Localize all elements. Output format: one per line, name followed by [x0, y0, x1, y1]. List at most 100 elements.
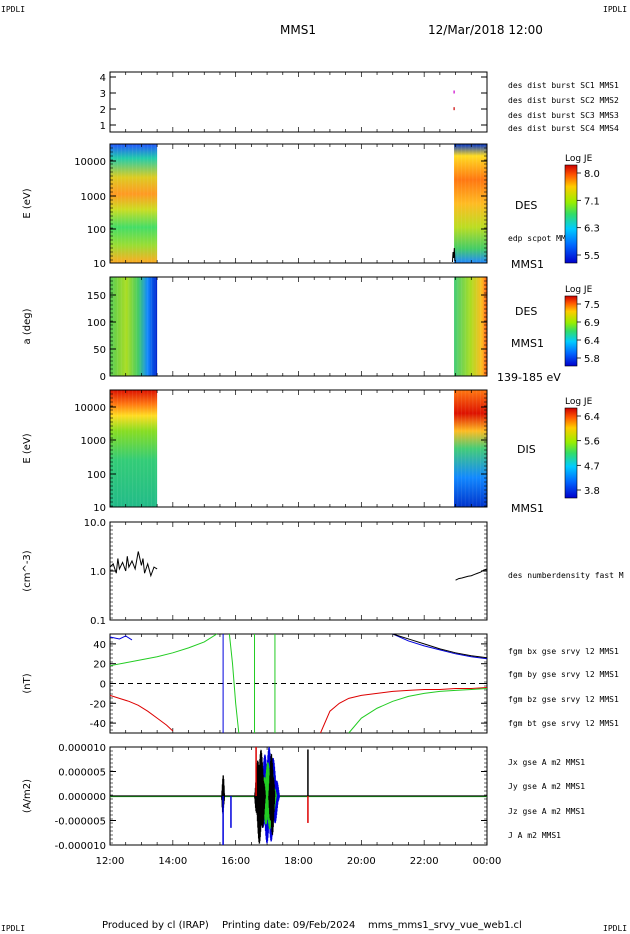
bfield-bz-series — [109, 635, 133, 641]
mission-title: MMS1 — [280, 23, 316, 37]
y-tick-label: 0 — [100, 372, 106, 383]
spectrogram-block — [454, 144, 487, 263]
y-tick-label: 10 — [93, 259, 106, 270]
panel-side-label: MMS1 — [511, 258, 544, 271]
y-tick-label: -20 — [90, 699, 106, 710]
legend-entry: J A m2 MMS1 — [508, 831, 561, 840]
panel-side-label: DIS — [517, 443, 536, 456]
current-burst — [268, 753, 276, 835]
y-tick-label: 100 — [87, 318, 106, 329]
burst-panel-frame — [109, 71, 488, 133]
footer-filename: mms_mms1_srvy_vue_web1.cl — [368, 920, 522, 931]
legend-entry: des numberdensity fast M — [508, 571, 624, 580]
colorbar — [564, 164, 578, 264]
y-tick-label: 4 — [100, 73, 106, 84]
y-tick-label: 150 — [87, 291, 106, 302]
colorbar-tick-label: 5.8 — [584, 354, 600, 365]
y-tick-label: 100 — [87, 470, 106, 481]
y-tick-label: 1000 — [81, 436, 106, 447]
y-tick-label: 10000 — [74, 157, 106, 168]
y-tick-label: 2 — [100, 105, 106, 116]
panel-side-label: 139-185 eV — [497, 371, 561, 384]
y-axis-label: (cm^-3) — [22, 550, 33, 591]
date-title: 12/Mar/2018 12:00 — [428, 23, 543, 37]
y-axis-label: E (eV) — [22, 433, 33, 463]
y-tick-label: 0 — [100, 680, 106, 691]
colorbar-tick-label: 5.5 — [584, 251, 600, 262]
corner-label-bottom-right: IPDLI — [603, 924, 627, 933]
y-tick-label: -0.000010 — [55, 841, 106, 852]
colorbar-tick-label: 4.7 — [584, 461, 600, 472]
colorbar-title: Log JE — [565, 285, 593, 295]
colorbar-title: Log JE — [565, 154, 593, 164]
spectrogram-block — [454, 277, 487, 376]
density-series — [109, 551, 158, 578]
bfield-bt-series — [392, 633, 488, 659]
time-tick-label: 18:00 — [284, 856, 313, 867]
y-tick-label: 1000 — [81, 192, 106, 203]
bfield-by-series — [109, 633, 218, 667]
colorbar-title: Log JE — [565, 397, 593, 407]
legend-entry: des dist burst SC2 MMS2 — [508, 96, 619, 105]
corner-label-top-left: IPDLI — [1, 5, 25, 14]
y-tick-label: 1 — [100, 121, 106, 132]
panel-side-label: DES — [515, 199, 537, 212]
bfield-bz-series — [392, 633, 488, 660]
legend-entry: des dist burst SC1 MMS1 — [508, 81, 619, 90]
legend-entry: Jx gse A m2 MMS1 — [508, 758, 585, 767]
time-tick-label: 00:00 — [473, 856, 502, 867]
colorbar-tick-label: 8.0 — [584, 169, 600, 180]
panel-side-label: DES — [515, 305, 537, 318]
legend-entry: fgm bz gse srvy l2 MMS1 — [508, 695, 619, 704]
colorbar-tick-label: 6.3 — [584, 224, 600, 235]
y-tick-label: 50 — [93, 345, 106, 356]
y-axis-label: a (deg) — [22, 308, 33, 344]
current-burst — [221, 775, 226, 814]
y-axis-label: (A/m2) — [22, 779, 33, 813]
legend-entry: Jy gse A m2 MMS1 — [508, 782, 585, 791]
time-axis: 12:00 14:00 16:00 18:00 20:00 22:00 00:00 — [96, 856, 502, 867]
corner-label-bottom-left: IPDLI — [1, 924, 25, 933]
y-axis-label: (nT) — [22, 673, 33, 693]
spectrogram-block — [110, 390, 158, 507]
time-tick-label: 20:00 — [347, 856, 376, 867]
panel-group: 4 3 2 1 des dist burst SC1 MMS1 des dist burs… — [22, 71, 624, 852]
colorbar — [564, 295, 578, 367]
y-tick-label: 40 — [93, 640, 106, 651]
bfield-bx-series — [320, 686, 488, 734]
panel-side-label: MMS1 — [511, 337, 544, 350]
panel-side-label: edp scpot MMS1 — [508, 234, 576, 243]
spectrogram-block — [110, 277, 158, 376]
footer-printing-date: Printing date: 09/Feb/2024 — [222, 920, 355, 931]
legend-entry: fgm bt gse srvy l2 MMS1 — [508, 719, 619, 728]
time-tick-label: 16:00 — [221, 856, 250, 867]
dis-energy-panel-frame — [109, 389, 488, 508]
footer-produced-by: Produced by cl (IRAP) — [102, 920, 209, 931]
bfield-by-series — [228, 633, 240, 734]
colorbar — [564, 407, 578, 499]
y-tick-label: -40 — [90, 719, 106, 730]
burst-marker — [453, 90, 455, 94]
colorbar-tick-label: 6.4 — [584, 336, 600, 347]
colorbar-tick-label: 7.5 — [584, 300, 600, 311]
scpot-trace — [451, 247, 456, 263]
density-series — [455, 568, 488, 581]
time-tick-label: 22:00 — [410, 856, 439, 867]
legend-entry: fgm bx gse srvy l2 MMS1 — [508, 647, 619, 656]
y-tick-label: 0.000000 — [58, 792, 106, 803]
colorbar-tick-label: 5.6 — [584, 437, 600, 448]
des-pitch-panel-frame — [109, 276, 488, 377]
des-energy-panel-frame — [109, 143, 488, 264]
y-tick-label: 10 — [93, 503, 106, 514]
colorbar-tick-label: 6.4 — [584, 412, 600, 423]
y-tick-label: 10000 — [74, 403, 106, 414]
y-tick-label: -0.000005 — [55, 817, 106, 828]
y-tick-label: 3 — [100, 89, 106, 100]
y-tick-label: 0.1 — [90, 616, 106, 627]
y-tick-label: 100 — [87, 225, 106, 236]
bfield-bx-series — [109, 694, 174, 732]
corner-label-top-right: IPDLI — [603, 5, 627, 14]
bfield-by-series — [348, 687, 488, 734]
colorbar-tick-label: 3.8 — [584, 486, 600, 497]
